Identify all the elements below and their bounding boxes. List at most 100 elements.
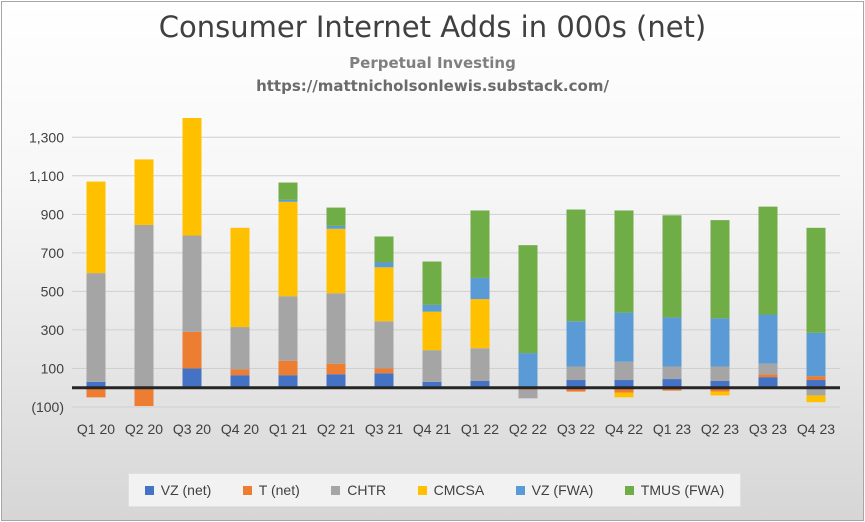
y-tick-label: 500 [41,283,65,299]
y-tick-label: 700 [41,245,65,261]
bar-segment [374,368,394,374]
x-tick-label: Q1 23 [653,421,691,437]
chart-title: Consumer Internet Adds in 000s (net) [158,10,707,44]
bar-segment [614,361,634,381]
bar-segment [230,227,250,328]
bar-segment [518,245,538,354]
bar-segment [374,321,394,369]
x-tick-label: Q2 22 [509,421,547,437]
legend-label: VZ (FWA) [531,482,594,498]
bar-segment [614,380,634,388]
y-tick-label: 1,300 [29,129,64,145]
x-tick-label: Q2 23 [701,421,739,437]
y-tick-label: 300 [41,322,65,338]
x-tick-label: Q3 23 [749,421,787,437]
y-tick-label: (100) [31,399,64,415]
legend-swatch [515,485,525,495]
legend-item: VZ (FWA) [515,482,594,498]
bar-segment [374,373,394,388]
legend-item: CHTR [331,482,386,498]
bar-segment [662,215,682,318]
legend-swatch [242,485,252,495]
legend-label: CMCSA [433,482,485,498]
legend-swatch [331,485,341,495]
y-tick-label: 1,100 [29,168,64,184]
bar-segment [470,348,490,381]
bar-segment [470,277,490,300]
bar-segment [806,376,826,381]
bar-segment [710,318,730,367]
bar-segment [230,369,250,376]
legend-item: VZ (net) [144,482,212,498]
legend-swatch [144,485,154,495]
bar-segment [374,262,394,268]
x-tick-label: Q3 20 [173,421,211,437]
bar-segment [422,261,442,305]
bar-segment [422,381,442,388]
bar-segment [806,227,826,333]
bar-segment [758,363,778,375]
bar-segment [470,299,490,349]
bar-segment [374,236,394,263]
bar-segment [230,375,250,388]
bar-segment [758,314,778,364]
bar-segment [806,380,826,388]
bar-segment [326,228,346,294]
bar-segment [326,363,346,375]
bar-segment [806,387,826,396]
legend-swatch [624,485,634,495]
x-tick-label: Q1 21 [269,421,307,437]
x-tick-label: Q3 21 [365,421,403,437]
bar-segment [422,311,442,351]
bar-segment [662,366,682,380]
bar-segment [278,182,298,200]
x-tick-label: Q1 22 [461,421,499,437]
bar-segment [614,387,634,393]
x-tick-label: Q4 21 [413,421,451,437]
bar-segment [422,350,442,382]
legend-item: T (net) [242,482,300,498]
bar-segment [566,321,586,367]
x-tick-label: Q2 21 [317,421,355,437]
legend: VZ (net) T (net) CHTR CMCSA VZ (FWA) TMUS (FW… [128,473,741,507]
bar-segment [758,206,778,315]
bar-segment [518,353,538,387]
chart-subtitle: Perpetual Investing [349,54,516,72]
bar-segment [518,389,538,399]
bar-segment [758,377,778,388]
bar-segment [566,387,586,392]
bar-segment [806,332,826,377]
bar-segment [566,380,586,388]
source-url: https://mattnicholsonlewis.substack.com/ [256,77,609,95]
bar-segment [278,199,298,202]
bar-segment [326,293,346,364]
legend-label: T (net) [258,482,300,498]
bar-segment [278,375,298,388]
bar-segment [710,391,730,396]
bar-segment [86,181,106,274]
bar-segment [230,327,250,370]
bar-segment [614,312,634,362]
bar-segment [134,224,154,388]
legend-swatch [417,485,427,495]
legend-item: TMUS (FWA) [624,482,725,498]
bar-segment [278,201,298,297]
legend-label: VZ (net) [160,482,212,498]
bar-segment [806,395,826,403]
legend-label: TMUS (FWA) [640,482,725,498]
bar-segment [566,209,586,322]
bar-segment [614,392,634,398]
bar-segment [662,317,682,367]
bar-segment [134,159,154,225]
bar-segment [86,387,106,398]
bar-segment [182,235,202,332]
bar-segment [614,210,634,313]
x-tick-label: Q4 22 [605,421,643,437]
x-tick-label: Q2 20 [125,421,163,437]
bar-segment [326,225,346,229]
bar-segment [278,360,298,376]
bar-segment [326,374,346,388]
bar-segment [758,374,778,378]
bar-segment [566,366,586,381]
